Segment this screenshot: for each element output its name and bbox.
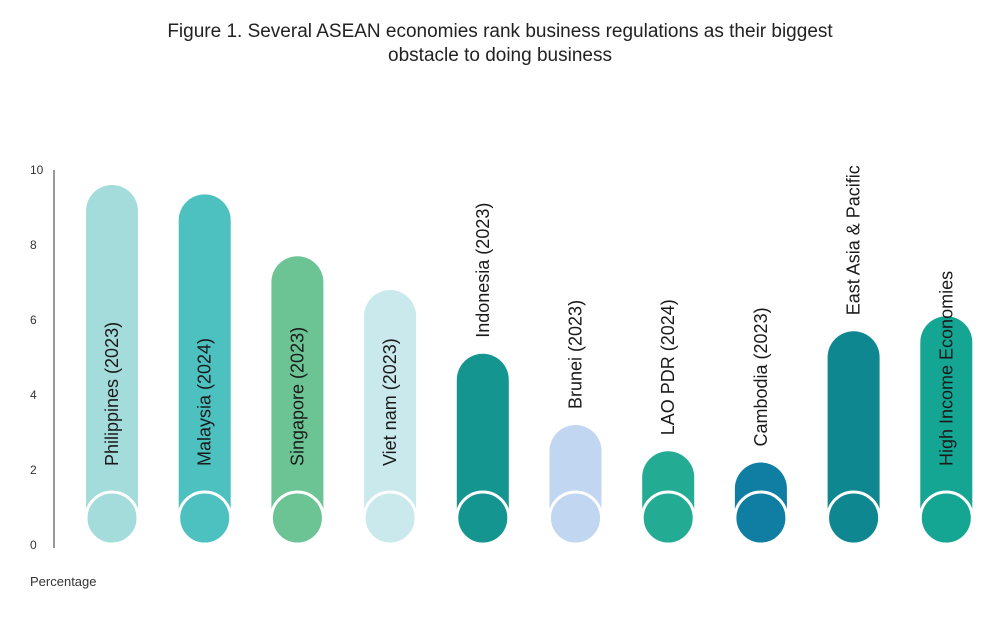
y-tick-label: 4: [30, 388, 37, 402]
category-label: High Income Economies: [936, 271, 956, 466]
bar-body: [827, 331, 880, 518]
bar-base-circle: [362, 490, 418, 546]
category-label: Indonesia (2023): [473, 203, 493, 338]
bar: [177, 194, 233, 546]
bar-base-circle: [826, 490, 882, 546]
category-label: LAO PDR (2024): [658, 299, 678, 435]
y-tick-label: 10: [30, 163, 44, 177]
category-label: Philippines (2023): [102, 322, 122, 466]
bar: [455, 353, 511, 546]
bar-base-circle: [84, 490, 140, 546]
bar-base-circle: [918, 490, 974, 546]
bar: [362, 290, 418, 546]
bar: [733, 462, 789, 546]
chart-title-line-2: obstacle to doing business: [388, 45, 612, 66]
bar-body: [920, 316, 973, 518]
y-tick-label: 0: [30, 538, 37, 552]
bar-base-circle: [733, 490, 789, 546]
bar-body: [86, 185, 138, 518]
bar-body: [364, 290, 417, 518]
category-labels: Philippines (2023) Malaysia (2024) Singapo…: [102, 165, 956, 466]
bar-base-circle: [640, 490, 696, 546]
bar-base-circle: [455, 490, 511, 546]
bar: [640, 451, 696, 546]
bar: [269, 256, 325, 546]
y-axis-ticks: 0 2 4 6 8 10: [30, 163, 44, 552]
chart-title: Figure 1. Several ASEAN economies rank b…: [0, 20, 1000, 68]
category-label: Brunei (2023): [566, 300, 586, 409]
bar: [548, 425, 603, 546]
y-tick-label: 6: [30, 313, 37, 327]
bar-base-circle: [548, 490, 603, 546]
category-label: Cambodia (2023): [751, 307, 771, 446]
bar-body: [456, 353, 509, 518]
bar-base-circle: [269, 490, 325, 546]
bar-body: [271, 256, 324, 518]
category-label: Viet nam (2023): [380, 338, 400, 466]
bars: [84, 185, 974, 546]
y-axis-label: Percentage: [30, 574, 97, 589]
bar-base-circle: [177, 490, 233, 546]
bar: [84, 185, 140, 546]
bar-body: [178, 194, 231, 518]
bar: [826, 331, 882, 546]
bar: [918, 316, 974, 546]
y-tick-label: 8: [30, 238, 37, 252]
category-label: Singapore (2023): [287, 327, 307, 466]
category-label: Malaysia (2024): [195, 338, 215, 466]
category-label: East Asia & Pacific: [844, 165, 864, 315]
chart-title-line-1: Figure 1. Several ASEAN economies rank b…: [167, 21, 833, 42]
y-tick-label: 2: [30, 463, 37, 477]
